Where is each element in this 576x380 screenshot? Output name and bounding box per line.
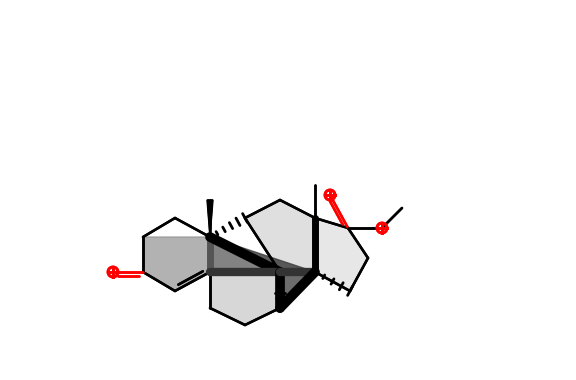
Polygon shape — [280, 272, 315, 308]
Polygon shape — [143, 237, 210, 291]
Polygon shape — [207, 200, 213, 237]
Polygon shape — [315, 218, 368, 291]
Polygon shape — [245, 200, 315, 308]
Polygon shape — [210, 237, 315, 272]
Polygon shape — [143, 237, 210, 291]
Polygon shape — [210, 237, 280, 272]
Polygon shape — [207, 200, 213, 237]
Polygon shape — [210, 237, 280, 325]
